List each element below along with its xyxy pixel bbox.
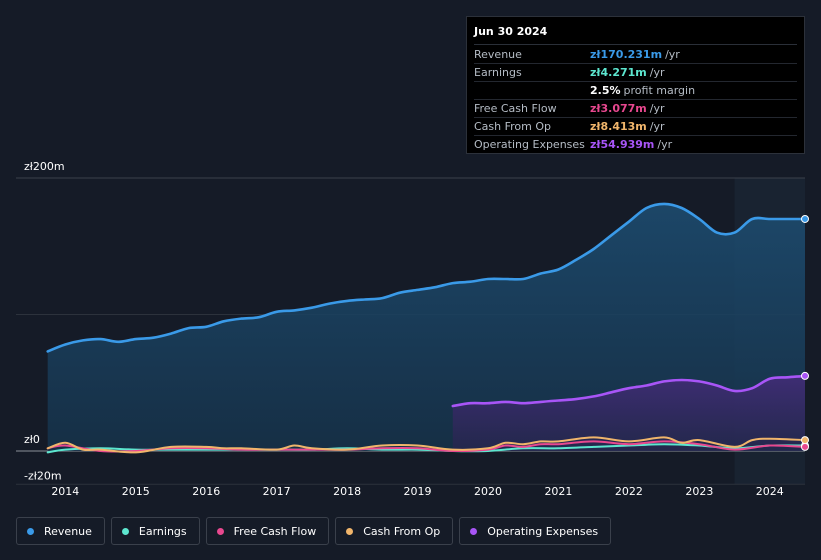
tooltip-row-value: zł4.271m bbox=[590, 66, 647, 79]
tooltip-row-label bbox=[474, 82, 590, 99]
x-tick-2017: 2017 bbox=[263, 485, 291, 498]
tooltip-row-unit: /yr bbox=[657, 138, 673, 151]
tooltip-row: Free Cash Flow zł3.077m/yr bbox=[474, 100, 797, 118]
y-axis-bottom-label: -zł20m bbox=[24, 469, 62, 482]
legend-label: Earnings bbox=[138, 524, 187, 538]
free-cash-flow-line bbox=[46, 440, 806, 453]
y-axis-top-label: zł200m bbox=[24, 160, 65, 173]
legend-label: Cash From Op bbox=[363, 524, 441, 538]
tooltip-row-unit: /yr bbox=[649, 120, 665, 133]
revenue-line bbox=[46, 202, 807, 353]
legend-item-operating-expenses[interactable]: Operating Expenses bbox=[459, 517, 612, 545]
legend-label: Free Cash Flow bbox=[233, 524, 317, 538]
revenue-end-marker bbox=[801, 214, 809, 223]
tooltip-row: 2.5% profit margin bbox=[474, 82, 797, 100]
x-tick-2023: 2023 bbox=[685, 485, 713, 498]
legend-item-free-cash-flow[interactable]: Free Cash Flow bbox=[205, 517, 330, 545]
series-end-markers bbox=[801, 214, 809, 451]
tooltip-row-value: zł170.231m bbox=[590, 48, 663, 61]
tooltip-row: Revenue zł170.231m/yr bbox=[474, 46, 797, 64]
legend-dot-icon bbox=[121, 527, 129, 535]
operating-expenses-area bbox=[452, 375, 805, 451]
tooltip-row-value: 2.5% bbox=[590, 84, 621, 97]
cash-from-op-line bbox=[46, 436, 806, 454]
tooltip-row-value: zł54.939m bbox=[590, 138, 655, 151]
operating-expenses-end-marker bbox=[801, 371, 809, 380]
legend-item-revenue[interactable]: Revenue bbox=[16, 517, 105, 545]
x-tick-2021: 2021 bbox=[544, 485, 572, 498]
legend-item-earnings[interactable]: Earnings bbox=[110, 517, 200, 545]
free-cash-flow-end-marker bbox=[801, 442, 809, 451]
tooltip-rows: Revenue zł170.231m/yr Earnings zł4.271m/yr 2… bbox=[474, 46, 797, 153]
legend-label: Revenue bbox=[44, 524, 92, 538]
legend-dot-icon bbox=[216, 527, 224, 535]
tooltip-row-label: Cash From Op bbox=[474, 120, 552, 133]
data-tooltip: Jun 30 2024 Revenue zł170.231m/yr Earnings… bbox=[466, 16, 805, 154]
revenue-area bbox=[47, 203, 805, 451]
tooltip-row-unit: /yr bbox=[649, 66, 665, 79]
tooltip-row-unit: /yr bbox=[665, 48, 680, 61]
tooltip-row-label: Revenue bbox=[474, 48, 522, 61]
x-axis-ticks: 2014 2015 2016 2017 2018 2019 2020 2021 2022 2023… bbox=[51, 485, 783, 498]
cash-from-op-end-marker bbox=[801, 436, 809, 445]
operating-expenses-line bbox=[451, 374, 807, 408]
series-areas bbox=[47, 203, 805, 451]
chart-legend: Revenue Earnings Free Cash Flow Cash From O… bbox=[16, 517, 612, 545]
x-tick-2014: 2014 bbox=[51, 485, 79, 498]
tooltip-row-label: Earnings bbox=[474, 66, 522, 79]
tooltip-row-label: Free Cash Flow bbox=[474, 102, 557, 115]
legend-item-cash-from-op[interactable]: Cash From Op bbox=[335, 517, 454, 545]
tooltip-row-value: zł8.413m bbox=[590, 120, 647, 133]
x-tick-2015: 2015 bbox=[122, 485, 150, 498]
x-tick-2024: 2024 bbox=[756, 485, 784, 498]
tooltip-row-value: zł3.077m bbox=[590, 102, 647, 115]
y-axis-zero-label: zł0 bbox=[24, 433, 40, 446]
tooltip-row-unit: /yr bbox=[649, 102, 665, 115]
x-tick-2019: 2019 bbox=[404, 485, 432, 498]
tooltip-row: Cash From Op zł8.413m/yr bbox=[474, 118, 797, 136]
tooltip-row: Operating Expenses zł54.939m/yr bbox=[474, 136, 797, 153]
legend-dot-icon bbox=[470, 527, 478, 535]
legend-label: Operating Expenses bbox=[487, 524, 599, 538]
tooltip-row-unit: profit margin bbox=[623, 84, 696, 97]
legend-dot-icon bbox=[27, 527, 34, 535]
series-lines bbox=[46, 202, 807, 454]
x-tick-2022: 2022 bbox=[615, 485, 643, 498]
x-tick-2016: 2016 bbox=[192, 485, 220, 498]
x-tick-2020: 2020 bbox=[474, 485, 502, 498]
x-tick-2018: 2018 bbox=[333, 485, 361, 498]
tooltip-row: Earnings zł4.271m/yr bbox=[474, 64, 797, 82]
tooltip-row-label: Operating Expenses bbox=[474, 138, 585, 151]
legend-dot-icon bbox=[346, 527, 354, 535]
tooltip-date: Jun 30 2024 bbox=[474, 23, 797, 45]
